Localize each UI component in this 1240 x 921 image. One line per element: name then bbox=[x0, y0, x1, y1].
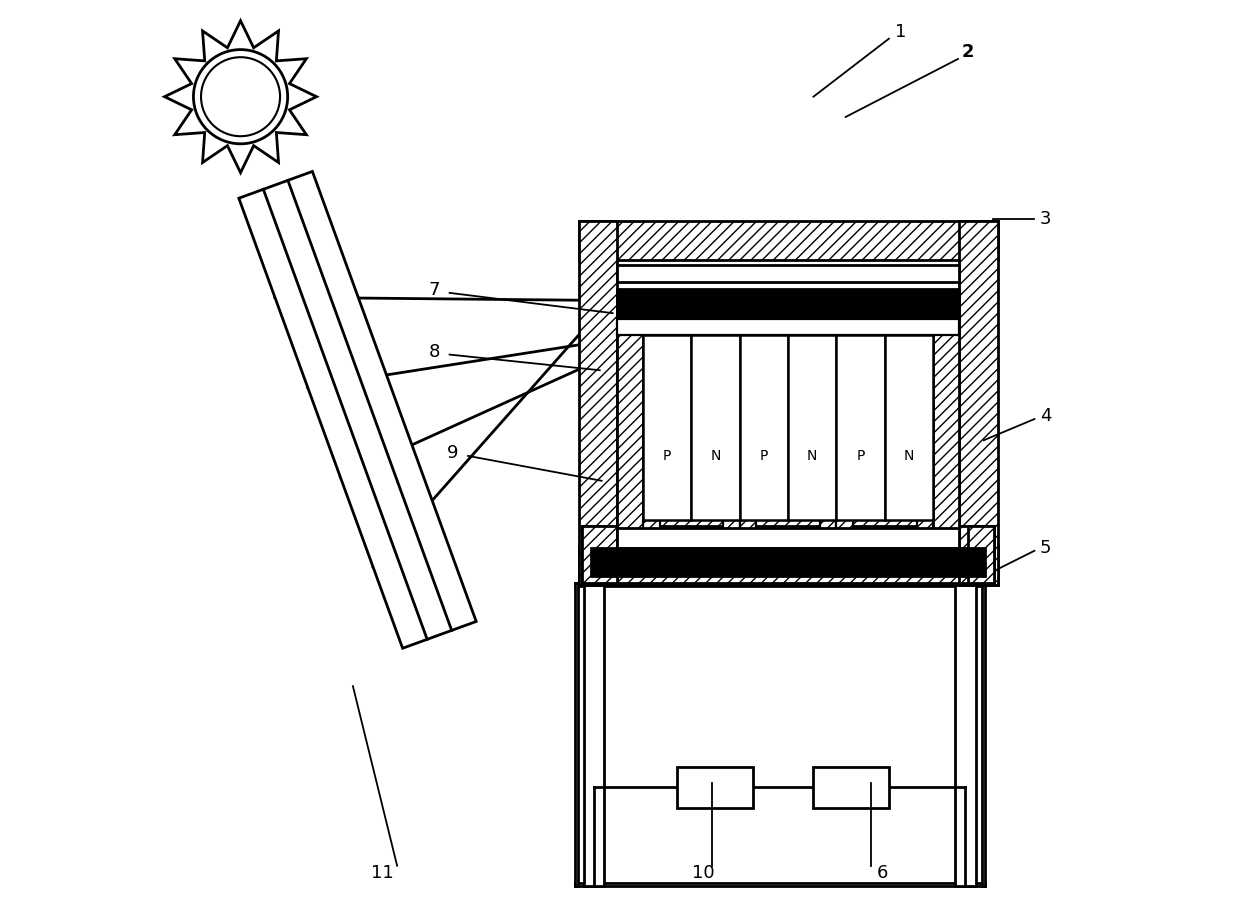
Bar bbox=[575, 883, 985, 886]
Bar bbox=[575, 583, 985, 586]
Bar bbox=[740, 309, 756, 335]
Bar bbox=[968, 526, 994, 583]
Bar bbox=[644, 335, 692, 520]
Bar bbox=[644, 520, 660, 546]
Bar bbox=[837, 520, 853, 546]
Bar bbox=[591, 548, 985, 576]
Text: P: P bbox=[663, 449, 671, 462]
Bar bbox=[583, 526, 618, 583]
Bar bbox=[618, 289, 959, 319]
Bar bbox=[837, 335, 885, 520]
Bar bbox=[618, 528, 959, 548]
Text: P: P bbox=[857, 449, 864, 462]
Bar bbox=[644, 309, 660, 335]
Bar bbox=[820, 309, 837, 335]
Bar bbox=[692, 335, 740, 520]
Text: 3: 3 bbox=[1040, 210, 1052, 228]
Bar bbox=[723, 309, 740, 335]
Bar bbox=[820, 520, 837, 546]
Bar bbox=[955, 583, 976, 886]
Bar bbox=[959, 221, 998, 585]
Text: 4: 4 bbox=[1040, 407, 1052, 426]
Bar bbox=[740, 520, 756, 546]
Text: N: N bbox=[807, 449, 817, 462]
Polygon shape bbox=[239, 171, 476, 648]
Bar bbox=[644, 520, 934, 546]
Bar bbox=[677, 766, 753, 809]
Text: 11: 11 bbox=[371, 864, 394, 882]
Bar bbox=[934, 309, 959, 546]
Circle shape bbox=[201, 57, 280, 136]
Bar bbox=[837, 309, 853, 335]
Text: N: N bbox=[711, 449, 720, 462]
Bar bbox=[740, 335, 789, 520]
Bar bbox=[575, 583, 578, 886]
Polygon shape bbox=[165, 20, 316, 173]
Bar bbox=[579, 546, 998, 585]
Bar bbox=[916, 520, 934, 546]
Bar bbox=[584, 583, 604, 886]
Bar bbox=[579, 221, 618, 585]
Bar bbox=[982, 583, 985, 886]
Bar bbox=[618, 260, 959, 546]
Text: N: N bbox=[904, 449, 914, 462]
Text: 2: 2 bbox=[962, 43, 975, 62]
Bar bbox=[916, 309, 934, 335]
Bar bbox=[618, 319, 959, 335]
Text: 8: 8 bbox=[428, 343, 440, 361]
Bar bbox=[885, 335, 934, 520]
Text: 1: 1 bbox=[895, 23, 906, 41]
Text: P: P bbox=[760, 449, 768, 462]
Bar bbox=[813, 766, 889, 809]
Text: 7: 7 bbox=[428, 281, 440, 299]
Text: 9: 9 bbox=[446, 444, 458, 462]
Bar bbox=[723, 520, 740, 546]
Circle shape bbox=[193, 50, 288, 144]
Text: 10: 10 bbox=[692, 864, 714, 882]
Bar bbox=[644, 309, 934, 335]
Text: 6: 6 bbox=[877, 864, 888, 882]
Bar bbox=[789, 335, 837, 520]
Bar bbox=[579, 221, 998, 260]
Text: 5: 5 bbox=[1040, 539, 1052, 557]
Bar bbox=[583, 526, 994, 583]
Bar bbox=[618, 309, 644, 546]
Bar bbox=[618, 265, 959, 282]
